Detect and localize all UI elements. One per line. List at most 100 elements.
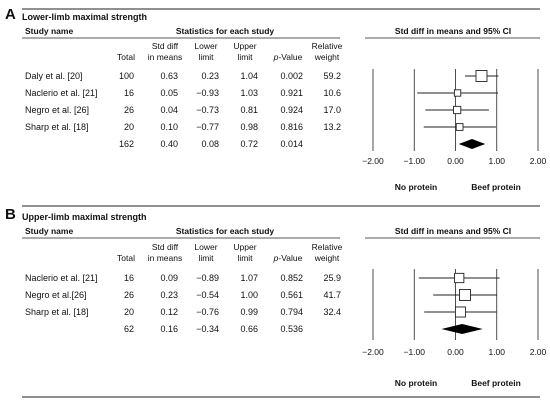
x-tick-label: 2.00	[530, 156, 547, 166]
study-upper: 1.07	[240, 273, 258, 283]
x-tick-label: 0.00	[447, 156, 464, 166]
study-total: 20	[124, 122, 134, 132]
panel-b-letter: B	[5, 206, 16, 223]
panel-a-col-upper-2: limit	[237, 52, 253, 62]
summary-upper: 0.72	[240, 139, 258, 149]
study-p: 0.924	[280, 105, 303, 115]
study-lower: −0.77	[196, 122, 219, 132]
x-tick-label: −2.00	[362, 156, 384, 166]
panel-b-favours-right: Beef protein	[471, 378, 521, 388]
effect-square	[453, 89, 462, 97]
study-upper: 1.04	[240, 71, 258, 81]
panel-a-rows: Daly et al. [20] 100 0.63 0.23 1.04 0.002 59.2…	[25, 71, 341, 149]
study-p: 0.002	[280, 71, 303, 81]
study-lower: −0.93	[196, 88, 219, 98]
study-p: 0.794	[280, 307, 303, 317]
study-name: Naclerio et al. [21]	[25, 273, 98, 283]
panel-b-col-weight-1: Relative	[312, 242, 343, 252]
study-weight: 32.4	[323, 307, 341, 317]
panel-b-header-stats-group: Statistics for each study	[176, 226, 275, 236]
study-smd: 0.05	[160, 88, 178, 98]
x-tick-label: 2.00	[530, 347, 547, 357]
study-smd: 0.09	[160, 273, 178, 283]
panel-b-col-std-diff-1: Std diff	[152, 242, 179, 252]
x-tick-label: 0.00	[447, 347, 464, 357]
panel-a-title: Lower-limb maximal strength	[22, 12, 147, 22]
study-smd: 0.04	[160, 105, 178, 115]
panel-b-col-lower-2: limit	[198, 253, 214, 263]
panel-a-favours-right: Beef protein	[471, 182, 521, 192]
study-p: 0.852	[280, 273, 303, 283]
summary-lower: −0.34	[196, 324, 219, 334]
study-smd: 0.23	[160, 290, 178, 300]
summary-p: 0.536	[280, 324, 303, 334]
study-smd: 0.12	[160, 307, 178, 317]
study-lower: −0.76	[196, 307, 219, 317]
panel-b-col-upper-1: Upper	[233, 242, 256, 252]
panel-a-col-pvalue: p-Value	[273, 52, 303, 62]
study-upper: 0.98	[240, 122, 258, 132]
effect-square	[453, 105, 462, 115]
x-tick-label: −2.00	[362, 347, 384, 357]
effect-square	[454, 306, 466, 318]
effect-square	[454, 272, 465, 284]
panel-b-col-std-diff-2: in means	[148, 253, 183, 263]
panel-a-col-upper-1: Upper	[233, 41, 256, 51]
study-weight: 25.9	[323, 273, 341, 283]
panel-a-col-std-diff-1: Std diff	[152, 41, 179, 51]
study-lower: 0.23	[201, 71, 219, 81]
study-smd: 0.10	[160, 122, 178, 132]
study-name: Negro et al.[26]	[25, 290, 87, 300]
panel-b-favours-left: No protein	[395, 378, 438, 388]
study-p: 0.921	[280, 88, 303, 98]
panel-b-header-plot-group: Std diff in means and 95% CI	[395, 226, 511, 236]
summary-total: 162	[119, 139, 134, 149]
x-tick-label: −1.00	[403, 156, 425, 166]
summary-diamond	[458, 139, 486, 149]
panel-a-col-lower-1: Lower	[194, 41, 217, 51]
panel-a: A Lower-limb maximal strength Study name…	[5, 6, 547, 192]
study-upper: 0.99	[240, 307, 258, 317]
panel-a-col-weight-1: Relative	[312, 41, 343, 51]
panel-b-col-upper-2: limit	[237, 253, 253, 263]
panel-a-col-std-diff-2: in means	[148, 52, 183, 62]
effect-square	[475, 70, 488, 82]
study-name: Negro et al. [26]	[25, 105, 89, 115]
x-tick-label: −1.00	[403, 347, 425, 357]
panel-a-header-stats-group: Statistics for each study	[176, 26, 275, 36]
study-weight: 10.6	[323, 88, 341, 98]
panel-b-col-total: Total	[117, 253, 135, 263]
study-name: Daly et al. [20]	[25, 71, 83, 81]
panel-a-favours-left: No protein	[395, 182, 438, 192]
study-total: 16	[124, 88, 134, 98]
study-name: Naclerio et al. [21]	[25, 88, 98, 98]
panel-b-header-study-name: Study name	[25, 226, 73, 236]
study-total: 20	[124, 307, 134, 317]
summary-p: 0.014	[280, 139, 303, 149]
study-upper: 1.00	[240, 290, 258, 300]
effect-square	[459, 289, 471, 301]
study-lower: −0.54	[196, 290, 219, 300]
panel-b-col-weight-2: weight	[314, 253, 340, 263]
panel-b-title: Upper-limb maximal strength	[22, 212, 147, 222]
panel-a-header-plot-group: Std diff in means and 95% CI	[395, 26, 511, 36]
study-total: 16	[124, 273, 134, 283]
study-total: 26	[124, 105, 134, 115]
panel-a-letter: A	[5, 6, 16, 23]
study-lower: −0.89	[196, 273, 219, 283]
panel-b-col-pvalue: p-Value	[273, 253, 303, 263]
study-p: 0.816	[280, 122, 303, 132]
panel-b: B Upper-limb maximal strength Study name…	[5, 205, 547, 398]
summary-lower: 0.08	[201, 139, 219, 149]
summary-total: 62	[124, 324, 134, 334]
panel-a-col-lower-2: limit	[198, 52, 214, 62]
panel-a-header-study-name: Study name	[25, 26, 73, 36]
study-total: 26	[124, 290, 134, 300]
summary-smd: 0.40	[160, 139, 178, 149]
study-weight: 41.7	[323, 290, 341, 300]
study-p: 0.561	[280, 290, 303, 300]
panel-b-rows: Naclerio et al. [21] 16 0.09 −0.89 1.07 0.852…	[25, 273, 341, 334]
summary-upper: 0.66	[240, 324, 258, 334]
study-weight: 17.0	[323, 105, 341, 115]
